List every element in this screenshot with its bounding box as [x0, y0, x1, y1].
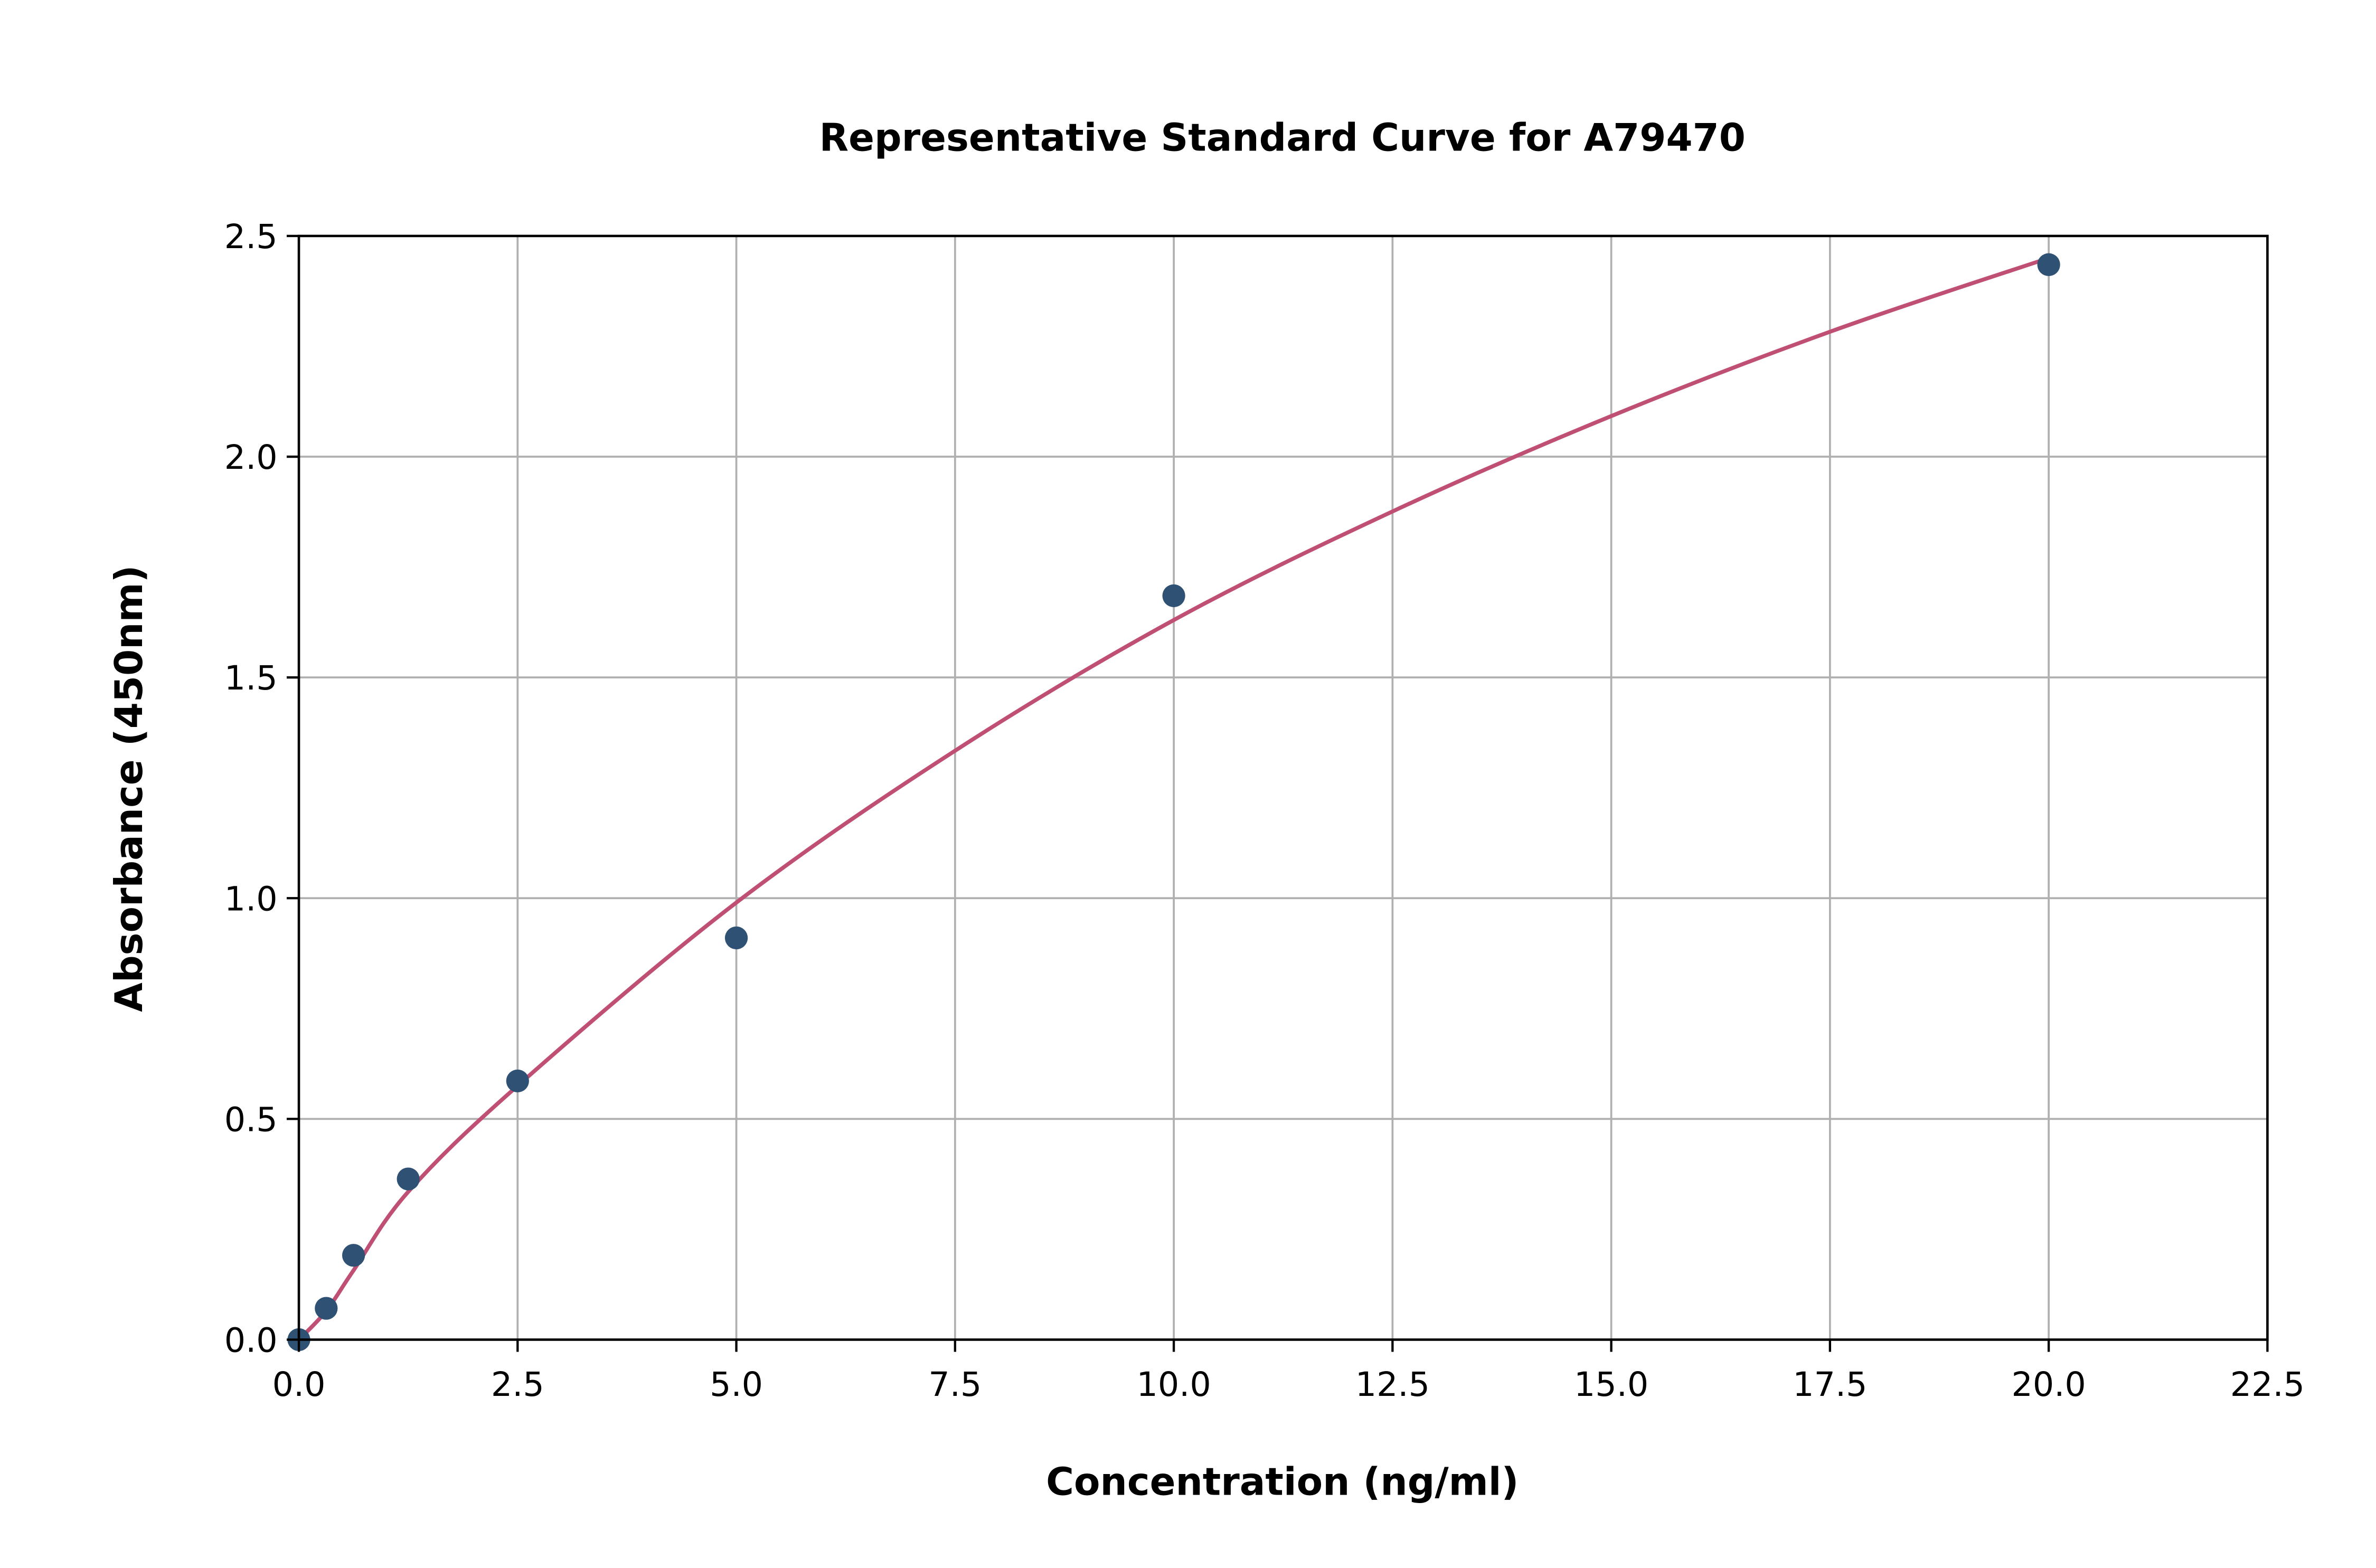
y-tick-label: 2.0 — [224, 438, 278, 477]
data-points — [287, 253, 2060, 1352]
y-axis-ticks: 0.0 0.5 1.0 1.5 2.0 2.5 — [224, 217, 299, 1360]
x-axis-ticks: 0.0 2.5 5.0 7.5 10.0 12.5 15.0 17.5 20.0 22.5 — [272, 1339, 2305, 1404]
x-tick-label: 17.5 — [1793, 1365, 1867, 1404]
y-tick-label: 1.0 — [224, 879, 278, 918]
x-axis-label: Concentration (ng/ml) — [1046, 1460, 1519, 1504]
x-tick-label: 20.0 — [2012, 1365, 2086, 1404]
y-tick-label: 1.5 — [224, 658, 278, 697]
data-point — [1162, 584, 1185, 608]
x-tick-label: 0.0 — [272, 1365, 326, 1404]
data-point — [397, 1167, 420, 1191]
x-tick-label: 12.5 — [1355, 1365, 1430, 1404]
y-axis-label: Absorbance (450nm) — [107, 565, 151, 1012]
x-tick-label: 2.5 — [491, 1365, 544, 1404]
x-tick-label: 7.5 — [928, 1365, 982, 1404]
data-point — [506, 1069, 529, 1093]
data-point — [342, 1244, 365, 1267]
plot-frame — [297, 234, 2269, 1341]
y-tick-label: 0.0 — [224, 1321, 278, 1360]
y-tick-label: 0.5 — [224, 1100, 278, 1139]
data-point — [2037, 253, 2060, 276]
data-point — [724, 926, 748, 950]
x-tick-label: 10.0 — [1136, 1365, 1211, 1404]
x-tick-label: 15.0 — [1574, 1365, 1648, 1404]
x-tick-label: 22.5 — [2230, 1365, 2305, 1404]
y-tick-label: 2.5 — [224, 217, 278, 256]
fit-curve-group — [297, 256, 2050, 1342]
data-point — [315, 1297, 338, 1320]
chart-title: Representative Standard Curve for A79470 — [819, 115, 1746, 159]
x-tick-label: 5.0 — [710, 1365, 763, 1404]
fit-curve — [297, 256, 2050, 1342]
grid — [298, 235, 2269, 1341]
